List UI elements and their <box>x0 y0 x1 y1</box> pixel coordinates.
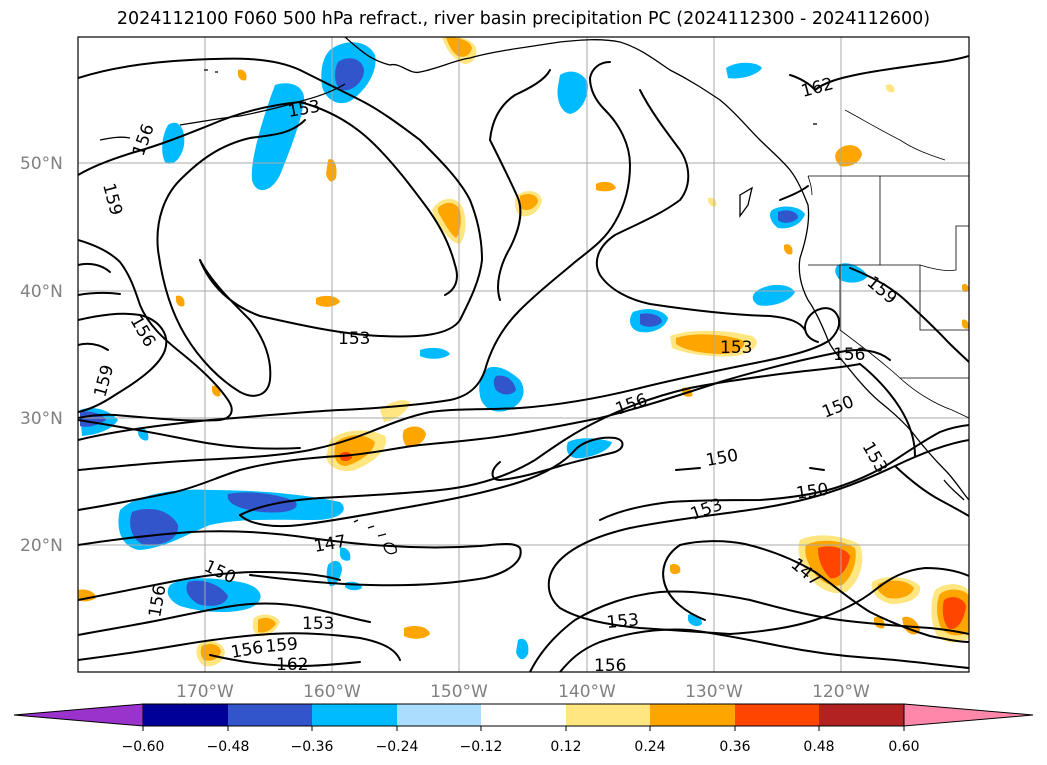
colorbar-tick-label: 0.48 <box>803 739 834 755</box>
latitude-labels: 50°N 40°N 30°N 20°N <box>20 154 63 556</box>
refractivity-contours <box>78 55 969 672</box>
contour-label: 153 <box>338 329 370 349</box>
contour-label: 156 <box>833 345 865 365</box>
lat-label-40n: 40°N <box>20 282 63 302</box>
negative-anomaly-blobs <box>80 42 868 660</box>
lat-label-20n: 20°N <box>20 536 63 556</box>
colorbar-bin <box>819 704 904 726</box>
political-borders <box>807 109 969 419</box>
colorbar-tick-label: −0.36 <box>291 739 334 755</box>
lon-label-160w: 160°W <box>303 682 361 702</box>
contour-label: 156 <box>594 656 626 676</box>
lon-label-120w: 120°W <box>812 682 870 702</box>
contour-label: 159 <box>265 634 299 657</box>
colorbar: −0.60 −0.48 −0.36 −0.24 −0.12 0.12 0.24 … <box>13 703 1034 755</box>
contour-label: 150 <box>795 480 830 504</box>
colorbar-tick-label: −0.60 <box>122 739 165 755</box>
colorbar-bin <box>650 704 735 726</box>
colorbar-tick-label: 0.24 <box>634 739 665 755</box>
colorbar-min-extend <box>13 703 144 727</box>
colorbar-tick-label: 0.12 <box>550 739 581 755</box>
lon-label-150w: 150°W <box>430 682 488 702</box>
map-title: 2024112100 F060 500 hPa refract., river … <box>116 9 931 29</box>
lat-label-50n: 50°N <box>20 154 63 174</box>
colorbar-tick-label: 0.60 <box>888 739 919 755</box>
colorbar-tick-label: −0.48 <box>207 739 250 755</box>
map-area: 153 156 159 156 159 153 156 153 156 150 … <box>78 37 969 676</box>
contour-label: 153 <box>302 614 334 634</box>
colorbar-bin <box>228 704 312 726</box>
contour-label: 162 <box>276 655 308 675</box>
map-frame <box>77 36 970 673</box>
colorbar-bin <box>312 704 397 726</box>
colorbar-bin <box>143 704 228 726</box>
lon-label-130w: 130°W <box>685 682 743 702</box>
lon-label-170w: 170°W <box>176 682 234 702</box>
lon-label-140w: 140°W <box>558 682 616 702</box>
contour-label: 153 <box>606 610 640 633</box>
colorbar-tick-label: 0.36 <box>719 739 750 755</box>
colorbar-ticks <box>142 726 905 731</box>
colorbar-tick-label: −0.24 <box>376 739 419 755</box>
colorbar-tick-label: −0.12 <box>460 739 503 755</box>
longitude-labels: 170°W 160°W 150°W 140°W 130°W 120°W <box>176 682 870 702</box>
coastlines <box>99 37 969 555</box>
colorbar-bin <box>397 704 481 726</box>
colorbar-bin <box>566 704 650 726</box>
positive-anomaly-blobs <box>78 37 969 667</box>
colorbar-bin <box>481 704 566 726</box>
colorbar-max-extend <box>903 703 1034 727</box>
precip-shading <box>78 37 969 667</box>
colorbar-bin <box>735 704 819 726</box>
lat-label-30n: 30°N <box>20 409 63 429</box>
contour-label: 153 <box>720 338 752 358</box>
